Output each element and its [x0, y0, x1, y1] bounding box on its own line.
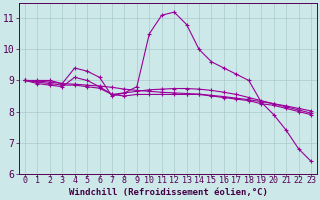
X-axis label: Windchill (Refroidissement éolien,°C): Windchill (Refroidissement éolien,°C)	[68, 188, 268, 197]
